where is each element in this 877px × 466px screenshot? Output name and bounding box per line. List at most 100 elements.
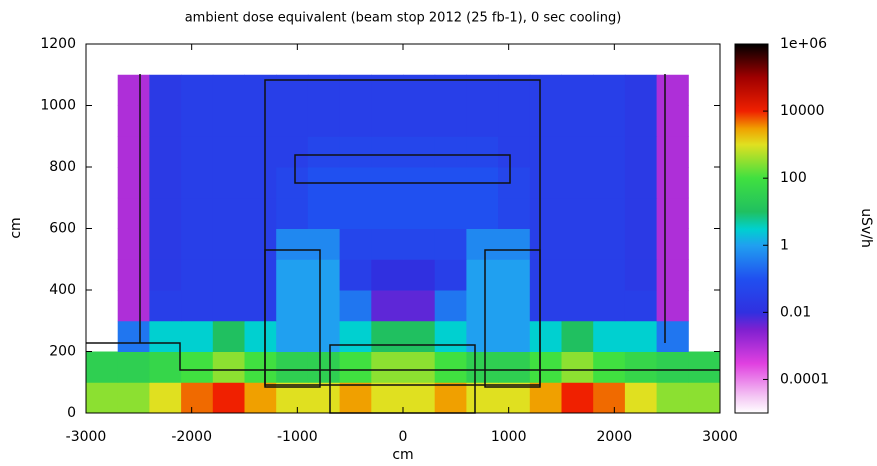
heatmap-cell — [434, 382, 467, 414]
colorbar-tick-label: 10000 — [780, 103, 825, 119]
heatmap-cell — [212, 351, 245, 383]
heatmap-cell — [403, 136, 436, 168]
heatmap-cell — [403, 105, 436, 137]
heatmap-cell — [529, 290, 562, 322]
heatmap-cell — [656, 197, 689, 229]
heatmap-cell — [466, 105, 499, 137]
heatmap-cell — [307, 259, 341, 291]
heatmap-cell — [149, 228, 182, 260]
colorbar-label: uSv/h — [858, 208, 874, 248]
heatmap-cell — [466, 136, 499, 168]
heatmap-cell — [276, 228, 309, 260]
heatmap-cell — [212, 167, 245, 199]
heatmap-cell — [593, 167, 626, 199]
heatmap-cell — [561, 167, 594, 199]
heatmap-cell — [117, 167, 150, 199]
heatmap-cell — [529, 167, 562, 199]
heatmap-cell — [117, 320, 150, 352]
heatmap-cell — [276, 105, 309, 137]
heatmap-cell — [181, 382, 214, 414]
heatmap-cell — [307, 290, 341, 322]
heatmap-cell — [212, 290, 245, 322]
heatmap-cell — [181, 74, 214, 106]
colorbar-tick-label: 1 — [780, 237, 789, 253]
heatmap-cell — [529, 136, 562, 168]
heatmap-cell — [86, 351, 119, 383]
colorbar-tick-label: 0.0001 — [780, 371, 829, 387]
heatmap-cell — [244, 259, 277, 291]
heatmap-cell — [149, 167, 182, 199]
heatmap-cell — [466, 320, 499, 352]
heatmap-cell — [117, 228, 150, 260]
heatmap-cell — [371, 382, 404, 414]
heatmap-cell — [593, 197, 626, 229]
heatmap-cell — [276, 259, 309, 291]
heatmap-cell — [403, 228, 436, 260]
heatmap-cell — [561, 290, 594, 322]
y-tick-label: 800 — [49, 159, 76, 175]
heatmap-cell — [307, 197, 341, 229]
heatmap-cell — [434, 228, 467, 260]
heatmap-cell — [149, 290, 182, 322]
heatmap-cell — [498, 320, 531, 352]
heatmap-cell — [466, 197, 499, 229]
heatmap-cell — [181, 290, 214, 322]
heatmap-cell — [212, 197, 245, 229]
heatmap-cell — [149, 105, 182, 137]
heatmap-cell — [498, 351, 531, 383]
heatmap-cell — [339, 105, 372, 137]
heatmap-cell — [656, 136, 689, 168]
outline — [86, 342, 720, 371]
heatmap-cell — [498, 105, 531, 137]
x-axis-label: cm — [392, 447, 413, 463]
heatmap-cell — [656, 74, 689, 106]
heatmap-cell — [593, 105, 626, 137]
heatmap-cell — [466, 351, 499, 383]
colorbar-tick-label: 100 — [780, 170, 807, 186]
heatmap-cell — [244, 105, 277, 137]
heatmap-cell — [117, 74, 150, 106]
heatmap-cell — [593, 74, 626, 106]
heatmap-cell — [624, 382, 658, 414]
heatmap-cell — [656, 382, 689, 414]
heatmap-cell — [149, 351, 182, 383]
heatmap-cell — [181, 197, 214, 229]
heatmap-cell — [244, 320, 277, 352]
heatmap-cell — [561, 351, 594, 383]
heatmap-cell — [561, 105, 594, 137]
heatmap-cell — [244, 197, 277, 229]
heatmap-cell — [529, 351, 562, 383]
heatmap-cell — [561, 197, 594, 229]
heatmap-cell — [339, 259, 372, 291]
heatmap-cell — [624, 197, 658, 229]
heatmap-cell — [529, 197, 562, 229]
heatmap-cell — [529, 105, 562, 137]
x-tick-label: 1000 — [491, 429, 527, 445]
heatmap-cell — [466, 259, 499, 291]
heatmap-cell — [624, 320, 658, 352]
heatmap-cell — [466, 290, 499, 322]
heatmap-cell — [593, 320, 626, 352]
heatmap-cell — [624, 290, 658, 322]
heatmap-cell — [434, 351, 467, 383]
heatmap-cell — [244, 290, 277, 322]
heatmap-cell — [181, 105, 214, 137]
heatmap-cell — [181, 167, 214, 199]
heatmap-cell — [403, 351, 436, 383]
heatmap-cell — [117, 382, 150, 414]
x-tick-label: -1000 — [277, 429, 318, 445]
heatmap-cell — [339, 382, 372, 414]
heatmap-cell — [181, 228, 214, 260]
heatmap-cell — [117, 290, 150, 322]
heatmap-cell — [656, 167, 689, 199]
heatmap-cell — [371, 197, 404, 229]
x-tick-label: -2000 — [171, 429, 212, 445]
heatmap-cell — [307, 320, 341, 352]
heatmap-cell — [656, 351, 689, 383]
heatmap-cell — [181, 351, 214, 383]
heatmap-cell — [434, 259, 467, 291]
heatmap-cell — [561, 136, 594, 168]
heatmap-cell — [688, 382, 721, 414]
y-tick-label: 600 — [49, 221, 76, 237]
